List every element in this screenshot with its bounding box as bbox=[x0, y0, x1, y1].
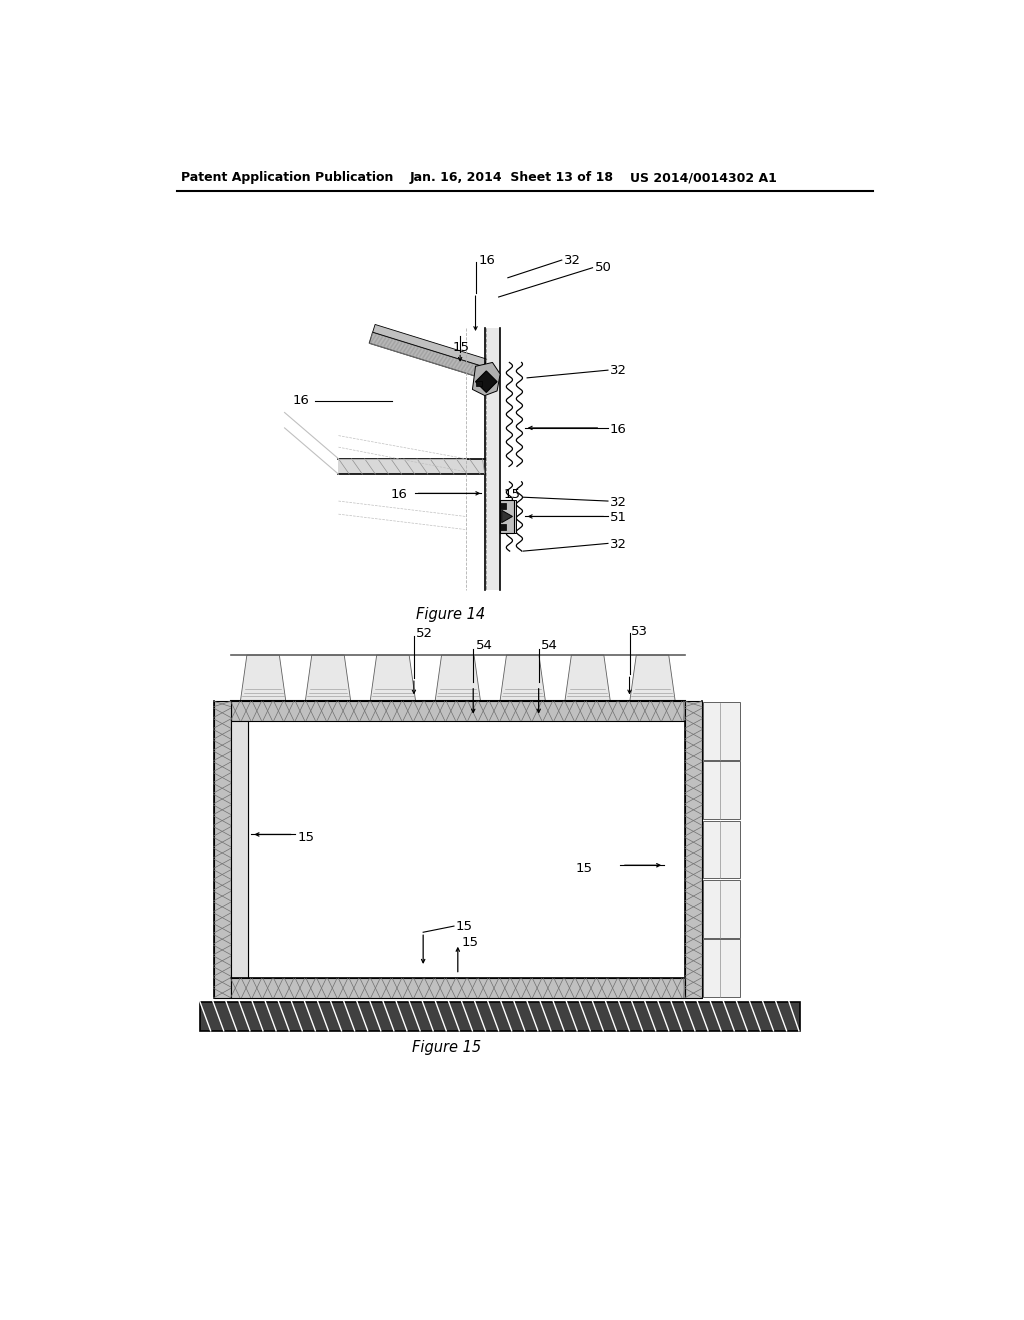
Text: 16: 16 bbox=[478, 253, 496, 267]
FancyBboxPatch shape bbox=[230, 978, 685, 998]
Polygon shape bbox=[500, 655, 546, 701]
FancyBboxPatch shape bbox=[484, 327, 500, 590]
Polygon shape bbox=[373, 325, 486, 367]
Polygon shape bbox=[475, 371, 497, 392]
FancyBboxPatch shape bbox=[500, 499, 515, 533]
Text: 32: 32 bbox=[609, 496, 627, 510]
Text: 51: 51 bbox=[609, 511, 627, 524]
FancyBboxPatch shape bbox=[230, 701, 685, 721]
Text: 15: 15 bbox=[462, 936, 478, 949]
Polygon shape bbox=[241, 655, 286, 701]
FancyBboxPatch shape bbox=[703, 821, 740, 878]
Text: 15: 15 bbox=[503, 488, 520, 502]
Text: 50: 50 bbox=[595, 261, 611, 275]
FancyBboxPatch shape bbox=[230, 721, 248, 978]
Text: 16: 16 bbox=[391, 488, 408, 502]
Text: 32: 32 bbox=[609, 539, 627, 552]
FancyBboxPatch shape bbox=[703, 940, 740, 997]
FancyBboxPatch shape bbox=[200, 1002, 801, 1031]
Text: 16: 16 bbox=[609, 422, 627, 436]
Text: 15: 15 bbox=[456, 920, 472, 933]
FancyBboxPatch shape bbox=[703, 702, 740, 760]
FancyBboxPatch shape bbox=[500, 524, 506, 531]
FancyBboxPatch shape bbox=[500, 503, 506, 508]
Text: 54: 54 bbox=[475, 639, 493, 652]
FancyBboxPatch shape bbox=[685, 701, 701, 998]
Polygon shape bbox=[472, 363, 500, 396]
Text: 53: 53 bbox=[631, 624, 648, 638]
Polygon shape bbox=[630, 655, 675, 701]
Polygon shape bbox=[502, 511, 512, 523]
Polygon shape bbox=[565, 655, 610, 701]
Text: US 2014/0014302 A1: US 2014/0014302 A1 bbox=[630, 172, 776, 185]
Text: Figure 14: Figure 14 bbox=[416, 607, 484, 622]
FancyBboxPatch shape bbox=[476, 381, 481, 387]
Text: 32: 32 bbox=[609, 363, 627, 376]
Text: 16: 16 bbox=[292, 395, 309, 408]
Text: Figure 15: Figure 15 bbox=[412, 1040, 481, 1055]
Text: 54: 54 bbox=[541, 639, 558, 652]
Text: Patent Application Publication: Patent Application Publication bbox=[180, 172, 393, 185]
Text: 52: 52 bbox=[416, 627, 432, 640]
Polygon shape bbox=[305, 655, 351, 701]
FancyBboxPatch shape bbox=[703, 762, 740, 818]
Polygon shape bbox=[370, 333, 484, 378]
Text: Jan. 16, 2014  Sheet 13 of 18: Jan. 16, 2014 Sheet 13 of 18 bbox=[410, 172, 613, 185]
Polygon shape bbox=[371, 655, 416, 701]
Text: 15: 15 bbox=[298, 832, 314, 843]
FancyBboxPatch shape bbox=[214, 701, 230, 998]
FancyBboxPatch shape bbox=[339, 459, 484, 474]
Polygon shape bbox=[500, 499, 514, 533]
Text: 15: 15 bbox=[453, 341, 469, 354]
FancyBboxPatch shape bbox=[703, 880, 740, 937]
Text: 32: 32 bbox=[564, 253, 581, 267]
Text: 15: 15 bbox=[575, 862, 593, 875]
Polygon shape bbox=[435, 655, 480, 701]
